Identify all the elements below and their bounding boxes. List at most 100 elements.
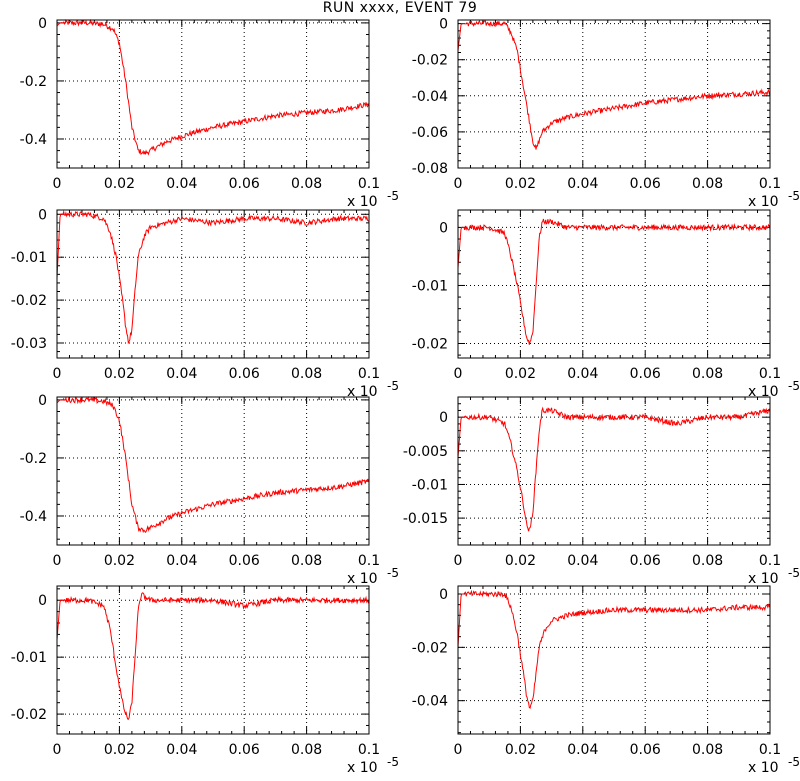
x-multiplier-exponent: -5 (788, 379, 800, 393)
page-title: RUN xxxx, EVENT 79 (322, 0, 478, 16)
x-multiplier-exponent: -5 (387, 755, 399, 769)
y-tick-label: 0 (439, 220, 448, 236)
plot-frame (56, 19, 370, 169)
x-tick-label: 0.06 (630, 366, 661, 382)
y-tick-label: -0.01 (11, 650, 47, 666)
y-tick-label: -0.03 (11, 336, 47, 352)
chart-panel-3: 0 0.02 0.04 0.06 0.08 0.1 0 -0.01 -0.02 -0.03 x 10… (11, 207, 399, 400)
x-tick-label: 0.02 (104, 553, 135, 569)
x-tick-label: 0.02 (505, 366, 536, 382)
y-tick-label: 0 (38, 393, 47, 409)
x-tick-label: 0.08 (692, 553, 723, 569)
x-tick-label: 0.08 (692, 176, 723, 192)
plot-frame (56, 209, 370, 359)
y-tick-label: 0 (439, 17, 448, 33)
x-multiplier-exponent: -5 (387, 566, 399, 580)
y-tick-label: -0.01 (412, 278, 448, 294)
x-tick-label: 0.06 (630, 742, 661, 758)
x-tick-label: 0.04 (567, 742, 598, 758)
y-tick-label: -0.02 (11, 293, 47, 309)
x-tick-label: 0.08 (692, 366, 723, 382)
plot-frame (56, 585, 370, 735)
x-tick-label: 0.1 (759, 176, 781, 192)
y-tick-label: -0.01 (412, 477, 448, 493)
plot-frame (457, 396, 771, 546)
x-multiplier-label: x 10 (748, 384, 779, 400)
x-tick-label: 0 (53, 553, 62, 569)
x-tick-label: 0.02 (505, 742, 536, 758)
x-tick-label: 0.1 (759, 742, 781, 758)
x-tick-label: 0 (454, 176, 463, 192)
x-multiplier-exponent: -5 (788, 566, 800, 580)
x-multiplier-label: x 10 (748, 194, 779, 210)
x-tick-label: 0 (454, 742, 463, 758)
y-tick-label: -0.01 (11, 250, 47, 266)
series-line-1 (56, 592, 370, 720)
y-tick-label: -0.2 (20, 451, 47, 467)
x-multiplier-exponent: -5 (387, 379, 399, 393)
plot-frame (457, 209, 771, 359)
x-tick-label: 0.08 (291, 553, 322, 569)
chart-panel-2: 0 0.02 0.04 0.06 0.08 0.1 0 -0.02 -0.04 -0.06 -0.0… (412, 17, 800, 210)
y-tick-label: 0 (439, 587, 448, 603)
x-multiplier-exponent: -5 (788, 189, 800, 203)
y-tick-label: 0 (38, 593, 47, 609)
y-tick-label: 0 (38, 16, 47, 32)
x-tick-label: 0.04 (567, 366, 598, 382)
x-tick-label: 0.06 (630, 176, 661, 192)
y-tick-label: -0.04 (412, 89, 448, 105)
x-multiplier-label: x 10 (347, 384, 378, 400)
x-tick-label: 0 (53, 366, 62, 382)
y-tick-label: 0 (38, 207, 47, 223)
x-multiplier-exponent: -5 (387, 189, 399, 203)
series-line-1 (457, 218, 771, 345)
x-tick-label: 0.08 (692, 742, 723, 758)
plot-frame (457, 585, 771, 735)
y-tick-label: -0.04 (412, 694, 448, 710)
y-tick-label: -0.02 (412, 336, 448, 352)
x-tick-label: 0.02 (104, 366, 135, 382)
x-tick-label: 0.02 (505, 553, 536, 569)
x-multiplier-label: x 10 (748, 760, 779, 776)
x-tick-label: 0.04 (166, 742, 197, 758)
x-tick-label: 0.1 (759, 553, 781, 569)
series-line-1 (457, 406, 771, 532)
series-line-1 (56, 209, 370, 345)
x-tick-label: 0 (454, 366, 463, 382)
x-tick-label: 0.1 (759, 366, 781, 382)
x-tick-label: 0.06 (229, 553, 260, 569)
x-tick-label: 0.06 (630, 553, 661, 569)
x-tick-label: 0.08 (291, 742, 322, 758)
x-tick-label: 0.1 (358, 553, 380, 569)
chart-panel-8: 0 0.02 0.04 0.06 0.08 0.1 0 -0.02 -0.04 x 10 -5 (412, 585, 800, 776)
chart-panel-1: 0 0.02 0.04 0.06 0.08 0.1 0 -0.2 -0.4 x 10 -5 (20, 16, 399, 210)
x-tick-label: 0.1 (358, 742, 380, 758)
x-tick-label: 0.1 (358, 176, 380, 192)
y-tick-label: 0 (439, 410, 448, 426)
x-multiplier-label: x 10 (748, 571, 779, 587)
y-tick-label: -0.4 (20, 509, 47, 525)
series-line-1 (457, 20, 771, 150)
y-tick-label: -0.2 (20, 74, 47, 90)
x-tick-label: 0.06 (229, 366, 260, 382)
x-tick-label: 0.1 (358, 366, 380, 382)
y-tick-label: -0.005 (403, 444, 448, 460)
x-tick-label: 0.02 (104, 176, 135, 192)
x-multiplier-label: x 10 (347, 571, 378, 587)
x-tick-label: 0.04 (567, 176, 598, 192)
y-tick-label: -0.08 (412, 161, 448, 177)
x-tick-label: 0.04 (166, 553, 197, 569)
y-tick-label: -0.02 (11, 707, 47, 723)
x-tick-label: 0.06 (229, 176, 260, 192)
x-tick-label: 0.04 (567, 553, 598, 569)
x-tick-label: 0.08 (291, 366, 322, 382)
chart-panel-5: 0 0.02 0.04 0.06 0.08 0.1 0 -0.2 -0.4 x 10 -5 (20, 393, 399, 587)
series-line-1 (56, 395, 370, 534)
chart-panel-7: 0 0.02 0.04 0.06 0.08 0.1 0 -0.01 -0.02 x 10 -5 (11, 585, 399, 776)
x-tick-label: 0 (53, 742, 62, 758)
x-tick-label: 0.08 (291, 176, 322, 192)
plot-frame (457, 19, 771, 169)
x-multiplier-label: x 10 (347, 194, 378, 210)
series-line-1 (56, 18, 370, 156)
